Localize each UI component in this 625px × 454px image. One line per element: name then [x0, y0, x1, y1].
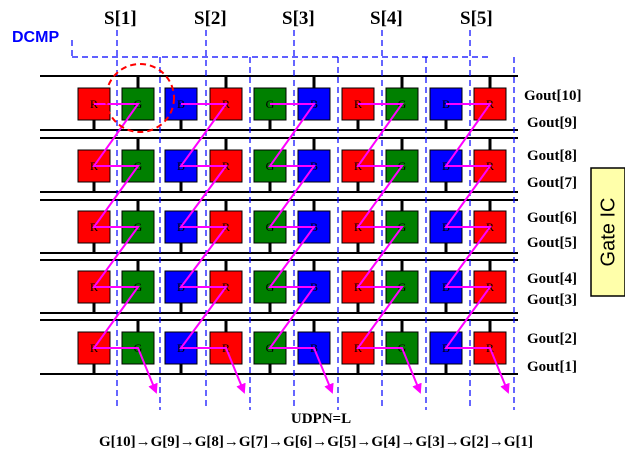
source-label-s5: S[5] [460, 8, 493, 29]
udpn-label: UDPN=L [291, 411, 351, 427]
source-lines-layer [71, 30, 515, 410]
scan-path-arrow-5 [444, 103, 510, 394]
gate-label-gout2: Gout[2] [527, 331, 577, 347]
scan-path-arrow-2 [179, 103, 246, 394]
source-label-s2: S[2] [194, 8, 227, 29]
scan-path-arrow-4 [356, 103, 422, 394]
gate-ic-label: Gate IC [597, 198, 619, 267]
pixel-cell-b [429, 149, 463, 183]
scan-path-arrow-1 [92, 103, 158, 394]
gate-label-gout9: Gout[9] [527, 115, 577, 131]
scan-path-layer [92, 103, 510, 394]
gate-label-gout7: Gout[7] [527, 175, 577, 191]
dcmp-label: DCMP [12, 29, 59, 46]
tft-stubs-layer [92, 76, 492, 374]
source-label-s4: S[4] [370, 8, 403, 29]
source-label-s1: S[1] [104, 8, 137, 29]
gate-label-gout1: Gout[1] [527, 359, 577, 375]
gate-label-gout4: Gout[4] [527, 271, 577, 287]
gate-label-gout6: Gout[6] [527, 210, 577, 226]
dcmp-highlight-circle [105, 63, 175, 133]
scan-path-arrow-3 [268, 103, 334, 394]
scan-sequence: G[10]→G[9]→G[8]→G[7]→G[6]→G[5]→G[4]→G[3]… [99, 434, 533, 450]
source-label-s3: S[3] [282, 8, 315, 29]
gate-label-gout10: Gout[10] [524, 88, 582, 104]
gate-label-gout3: Gout[3] [527, 292, 577, 308]
gate-label-gout8: Gout[8] [527, 148, 577, 164]
gate-ic-box [590, 167, 625, 297]
gate-label-gout5: Gout[5] [527, 235, 577, 251]
